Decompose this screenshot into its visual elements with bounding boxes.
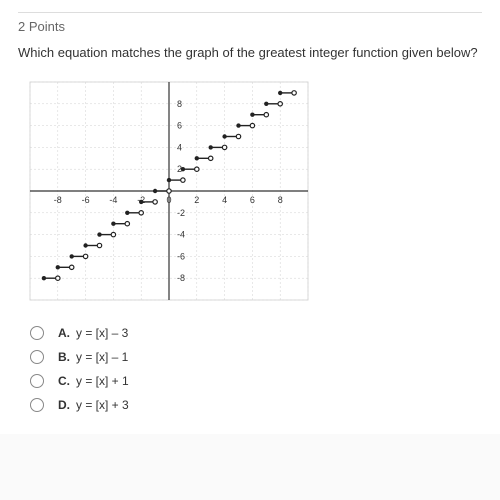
svg-text:-4: -4	[177, 230, 185, 240]
option-label: C.y = [x] + 1	[58, 374, 129, 388]
answer-options: A.y = [x] – 3 B.y = [x] – 1 C.y = [x] + …	[30, 326, 482, 412]
svg-text:-8: -8	[177, 273, 185, 283]
points-label: 2 Points	[18, 19, 482, 34]
svg-text:-6: -6	[82, 195, 90, 205]
option-b[interactable]: B.y = [x] – 1	[30, 350, 482, 364]
option-a[interactable]: A.y = [x] – 3	[30, 326, 482, 340]
svg-text:4: 4	[177, 143, 182, 153]
option-c[interactable]: C.y = [x] + 1	[30, 374, 482, 388]
option-d[interactable]: D.y = [x] + 3	[30, 398, 482, 412]
radio-icon	[30, 374, 44, 388]
radio-icon	[30, 398, 44, 412]
option-label: B.y = [x] – 1	[58, 350, 128, 364]
svg-text:-4: -4	[109, 195, 117, 205]
svg-text:-6: -6	[177, 252, 185, 262]
option-label: A.y = [x] – 3	[58, 326, 128, 340]
svg-text:6: 6	[250, 195, 255, 205]
svg-text:0: 0	[166, 195, 171, 205]
radio-icon	[30, 350, 44, 364]
svg-text:-2: -2	[177, 208, 185, 218]
question-text: Which equation matches the graph of the …	[18, 44, 482, 62]
svg-text:2: 2	[194, 195, 199, 205]
svg-text:4: 4	[222, 195, 227, 205]
svg-text:8: 8	[278, 195, 283, 205]
option-label: D.y = [x] + 3	[58, 398, 129, 412]
svg-text:6: 6	[177, 121, 182, 131]
svg-text:8: 8	[177, 99, 182, 109]
step-function-graph: -8-6-4-202468-8-6-4-22468	[24, 76, 314, 306]
svg-text:-8: -8	[54, 195, 62, 205]
radio-icon	[30, 326, 44, 340]
